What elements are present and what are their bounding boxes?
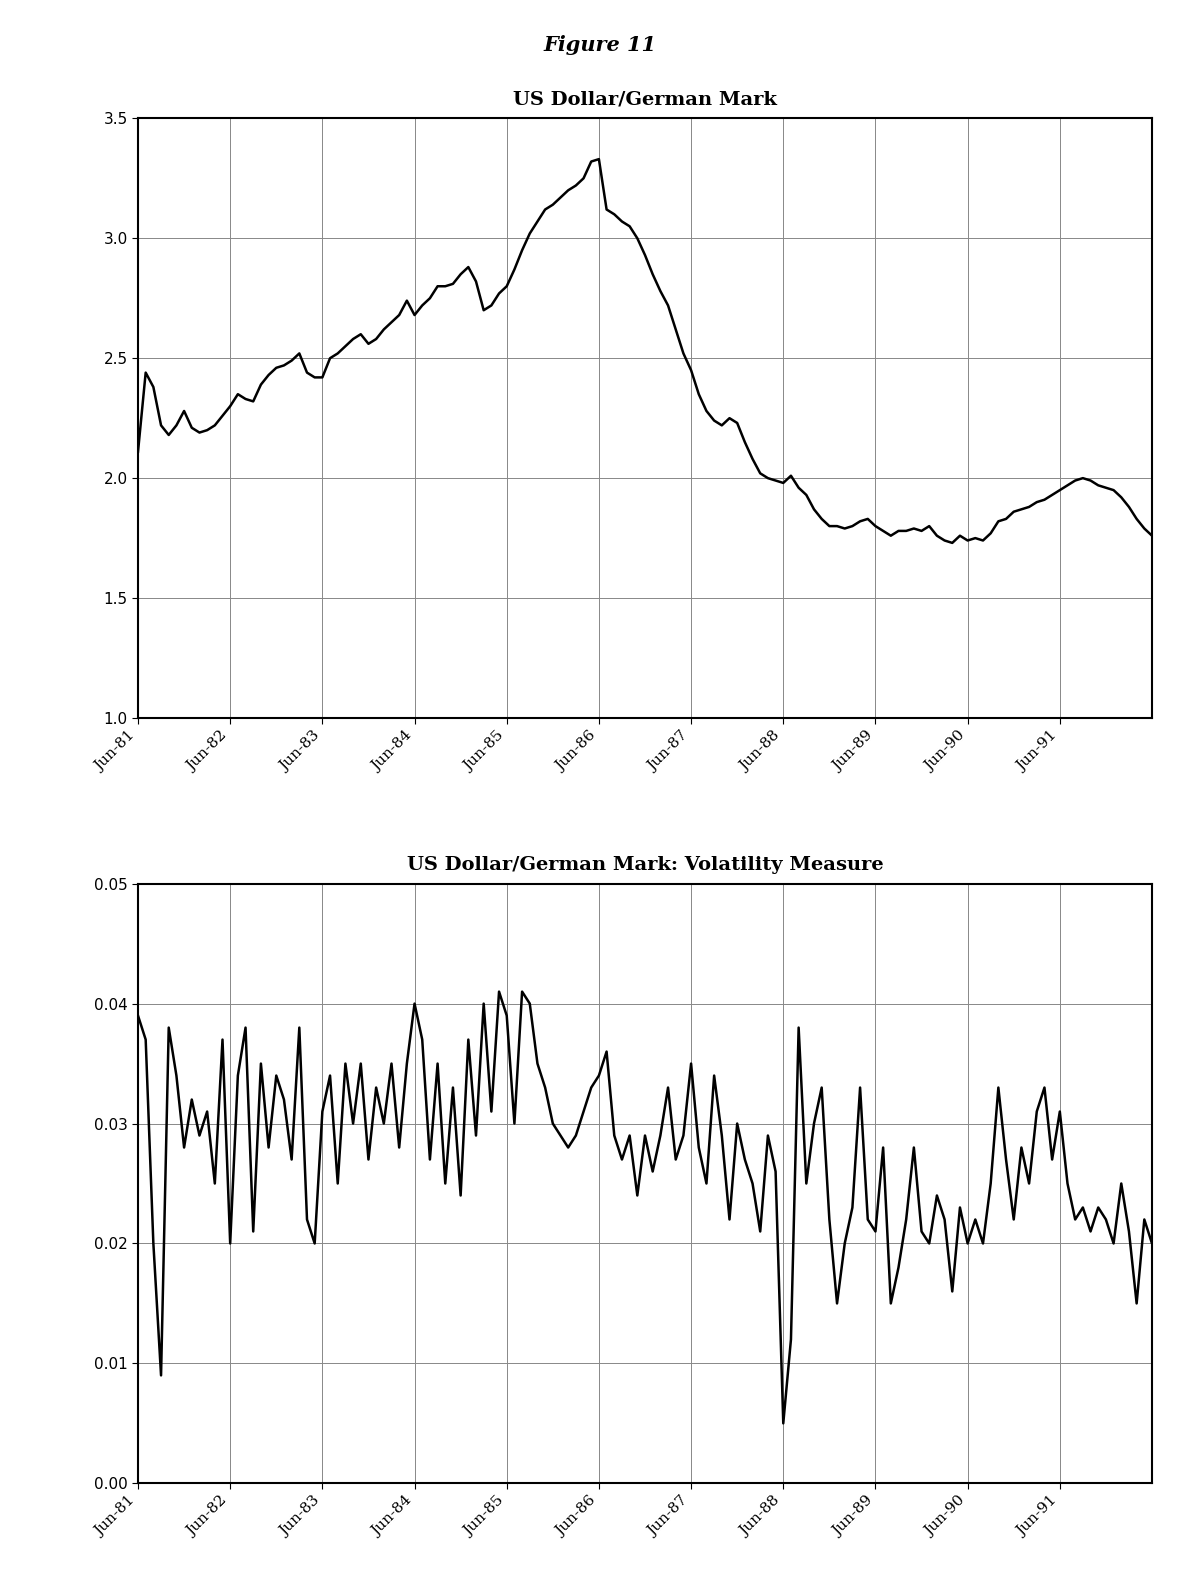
Title: US Dollar/German Mark: Volatility Measure: US Dollar/German Mark: Volatility Measur… [407, 855, 883, 874]
Title: US Dollar/German Mark: US Dollar/German Mark [514, 90, 776, 109]
Text: Figure 11: Figure 11 [544, 35, 656, 55]
